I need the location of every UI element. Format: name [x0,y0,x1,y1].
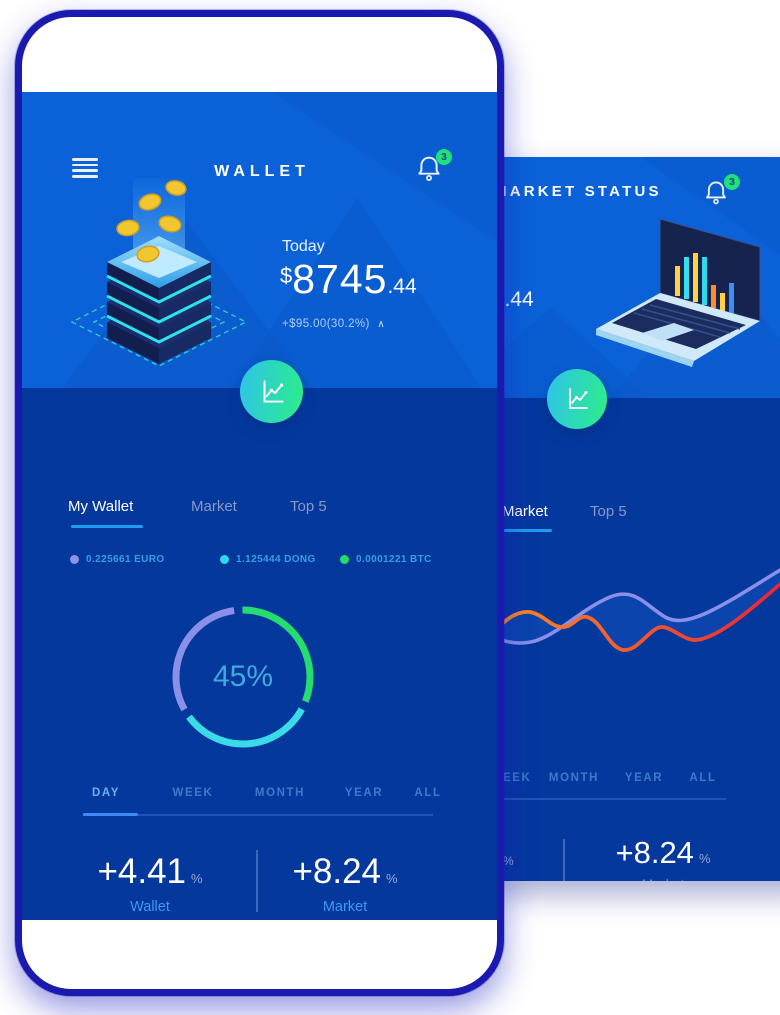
menu-button[interactable] [72,158,98,178]
coin-stack-illustration [70,178,248,367]
balance-whole: 8745 [292,256,388,302]
legend-dong[interactable]: 1.125444 DONG [220,554,316,565]
stat-value: +8.24 [615,835,694,870]
btc-dot-icon [340,555,349,564]
market-stat: +8.24% Market [573,835,753,881]
filter-week[interactable]: WEEK [172,787,214,799]
today-label: Today [282,238,325,255]
stat-label: Wallet [130,899,170,915]
market-filter-all[interactable]: ALL [689,772,717,784]
filter-track [83,814,433,816]
hidden-stat-unit: % [503,854,514,868]
filter-month[interactable]: MONTH [254,787,306,799]
market-line-chart [490,568,780,652]
market-chart-fab[interactable] [547,369,607,429]
stat-value: +4.41 [97,852,186,891]
donut-percentage: 45% [212,660,274,693]
active-tab-underline [71,525,143,528]
stat-label: Market [322,899,368,915]
market-notification-badge: 3 [724,174,740,190]
market-status-screen: MARKET STATUS 3 5.44 [490,157,780,881]
filter-year[interactable]: YEAR [344,787,384,799]
stat-label: Market [573,876,753,881]
stats-divider [256,850,258,912]
legend-dong-label: 1.125444 DONG [236,554,316,565]
wallet-chart-fab[interactable] [240,360,303,423]
balance-decimals: .44 [387,275,417,298]
dong-dot-icon [220,555,229,564]
wallet-stat: +4.41% Wallet [60,852,240,915]
wallet-balance: $8745.44 [280,256,417,303]
tab-my-wallet[interactable]: My Wallet [68,498,134,515]
legend-euro-label: 0.225661 EURO [86,554,165,565]
wallet-phone-frame: WALLET 3 [15,10,504,996]
line-chart-icon [263,379,284,403]
filter-all[interactable]: ALL [414,787,442,799]
legend-btc[interactable]: 0.0001221 BTC [340,554,432,565]
balance-currency: $ [280,263,293,288]
wallet-title: WALLET [214,163,310,180]
laptop-bar-chart [675,253,734,314]
bell-icon [706,181,726,205]
stat-unit: % [386,871,398,886]
market-stat: +8.24% Market [255,852,435,915]
legend-btc-label: 0.0001221 BTC [356,554,432,565]
balance-decimals: .44 [504,288,534,311]
allocation-donut-chart: 45% [161,595,325,759]
chevron-up-icon: ∧ [377,319,386,330]
market-filter-track [490,798,726,800]
euro-dot-icon [70,555,79,564]
tab-top5[interactable]: Top 5 [290,498,327,515]
bell-icon [418,156,440,181]
market-filter-year[interactable]: YEAR [624,772,664,784]
filter-day[interactable]: DAY [91,787,121,799]
market-tab-underline [502,529,552,532]
donut-rings [172,606,314,748]
wallet-screen: WALLET 3 [22,92,497,920]
stat-unit: % [698,851,711,866]
legend-euro[interactable]: 0.225661 EURO [70,554,165,565]
balance-change-text: +$95.00(30.2%) [282,318,370,330]
market-filter-month[interactable]: MONTH [548,772,600,784]
market-notification-bell[interactable]: 3 [702,174,740,215]
stat-value: +8.24 [292,852,381,891]
stats-divider [563,839,565,881]
wallet-notification-badge: 3 [436,149,452,165]
market-tab-market[interactable]: Market [502,503,548,520]
tab-market[interactable]: Market [191,498,237,515]
market-tab-top5[interactable]: Top 5 [590,503,627,520]
balance-change[interactable]: +$95.00(30.2%) ∧ [282,318,385,330]
laptop-illustration [596,218,761,367]
line-chart-icon [569,388,588,409]
wallet-notification-bell[interactable]: 3 [414,149,452,190]
wallet-header-background [22,92,497,388]
stat-unit: % [191,871,203,886]
market-status-title: MARKET STATUS [494,183,662,200]
filter-active-indicator [83,813,138,816]
